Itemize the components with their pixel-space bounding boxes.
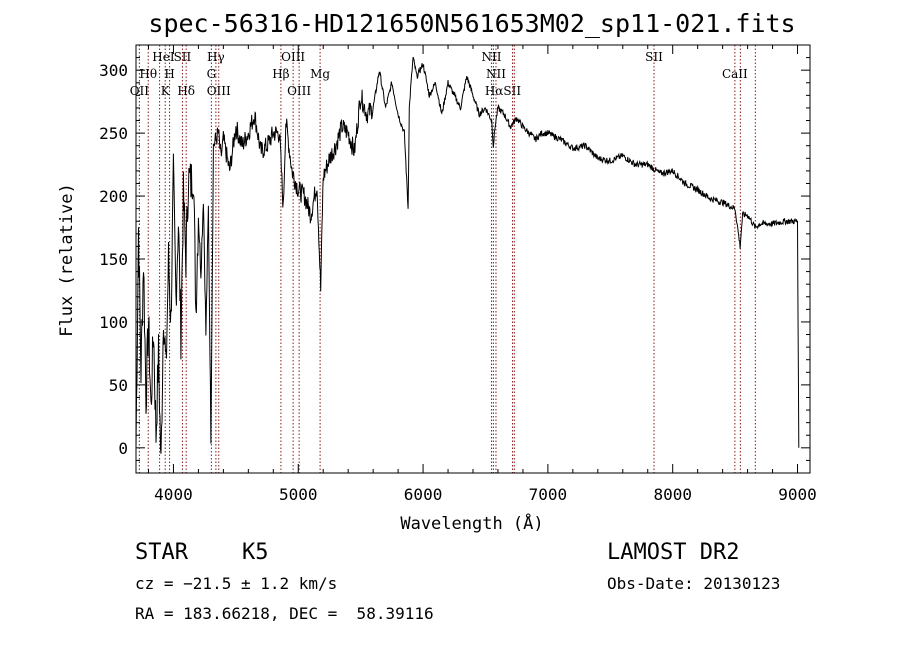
y-tick-label: 200 <box>99 187 128 206</box>
line-label-13: Mg <box>310 67 330 81</box>
chart-title: spec-56316-HD121650N561653M02_sp11-021.f… <box>148 9 795 38</box>
line-label-9: OIII <box>207 84 231 98</box>
line-label-16: HαSII <box>485 84 522 98</box>
x-axis-label: Wavelength (Å) <box>400 512 543 534</box>
line-label-3: K <box>161 84 171 98</box>
y-tick-label: 100 <box>99 313 128 332</box>
line-label-6: Hδ <box>177 84 195 98</box>
spectrum-chart: spec-56316-HD121650N561653M02_sp11-021.f… <box>57 9 817 534</box>
plot-frame <box>135 44 811 474</box>
line-label-14: NII <box>481 50 501 64</box>
y-tick-label: 0 <box>118 439 128 458</box>
x-tick-label: 4000 <box>154 485 193 504</box>
line-label-1: Hθ <box>139 67 157 81</box>
x-tick-label: 7000 <box>529 485 568 504</box>
y-tick-label: 250 <box>99 124 128 143</box>
object-class: STAR <box>135 540 188 565</box>
emission-line-labels: OIIHθHeIKHSIIHδHγGOIIIHβOIIIOIIIMgNIINII… <box>130 50 748 98</box>
x-axis-ticks: 4000 5000 6000 7000 8000 9000 <box>147 45 817 504</box>
coordinates: RA = 183.66218, DEC = 58.39116 <box>135 604 434 623</box>
redshift-velocity: cz = −21.5 ± 1.2 km/s <box>135 574 338 593</box>
line-label-2: HeI <box>152 50 175 64</box>
observation-date: Obs-Date: 20130123 <box>607 574 781 593</box>
y-tick-label: 150 <box>99 250 128 269</box>
x-tick-label: 6000 <box>404 485 443 504</box>
line-label-18: CaII <box>722 67 748 81</box>
line-label-11: OIII <box>281 50 305 64</box>
line-label-17: SII <box>645 50 663 64</box>
y-tick-label: 50 <box>109 376 128 395</box>
line-label-5: SII <box>174 50 192 64</box>
x-tick-label: 8000 <box>653 485 692 504</box>
line-label-0: OII <box>130 84 150 98</box>
line-label-10: Hβ <box>272 67 289 81</box>
emission-line-markers <box>138 45 756 473</box>
survey-name: LAMOST DR2 <box>607 540 740 565</box>
spectrum-line <box>135 56 800 454</box>
y-tick-label: 300 <box>99 61 128 80</box>
x-tick-label: 5000 <box>279 485 318 504</box>
line-label-8: G <box>207 67 217 81</box>
x-tick-label: 9000 <box>778 485 817 504</box>
y-axis-label: Flux (relative) <box>57 183 77 337</box>
y-axis-ticks: 0 50 100 150 200 250 300 <box>99 44 810 461</box>
line-label-15: NII <box>486 67 506 81</box>
line-label-4: H <box>164 67 174 81</box>
object-subclass: K5 <box>242 540 269 565</box>
line-label-7: Hγ <box>207 50 225 64</box>
line-label-12: OIII <box>287 84 311 98</box>
